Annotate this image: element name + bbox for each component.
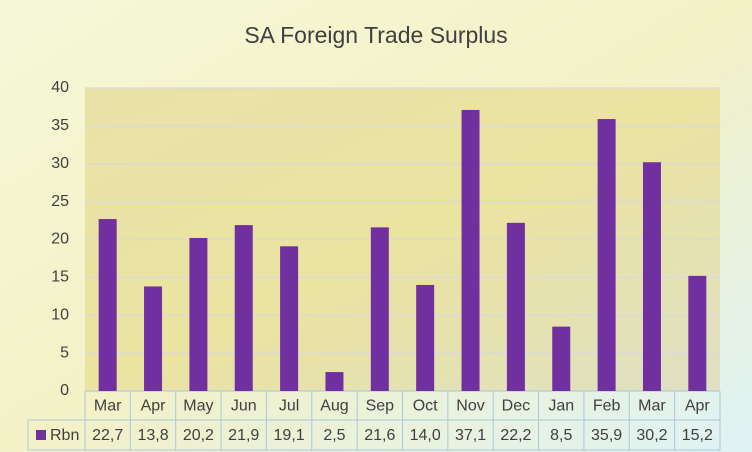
table-value: 2,5: [323, 427, 345, 444]
bar: [642, 162, 661, 391]
table-value: 21,9: [228, 427, 259, 444]
table-value: 19,1: [274, 427, 305, 444]
bar: [461, 109, 480, 391]
x-tick-label: Sep: [366, 398, 395, 415]
x-tick-label: Jan: [548, 398, 574, 415]
table-value: 35,9: [591, 427, 622, 444]
table-value: 20,2: [183, 427, 214, 444]
y-tick-label: 35: [51, 117, 69, 134]
y-tick-label: 20: [51, 231, 69, 248]
bar: [597, 119, 616, 392]
chart-title: SA Foreign Trade Surplus: [244, 22, 507, 48]
x-tick-label: Oct: [413, 398, 438, 415]
y-tick-label: 0: [60, 382, 69, 399]
legend-label: Rbn: [50, 427, 79, 444]
x-tick-label: Feb: [593, 398, 621, 415]
legend-swatch: [36, 430, 46, 440]
table-value: 22,7: [92, 427, 123, 444]
x-tick-label: Nov: [456, 398, 484, 415]
y-tick-label: 30: [51, 155, 69, 172]
x-tick-label: Jul: [279, 398, 299, 415]
bar: [416, 284, 435, 391]
table-value: 30,2: [636, 427, 667, 444]
y-tick-label: 15: [51, 269, 69, 286]
x-tick-label: Apr: [685, 398, 711, 415]
table-value: 22,2: [500, 427, 531, 444]
y-tick-label: 40: [51, 79, 69, 96]
bar: [688, 275, 707, 391]
bar: [506, 222, 525, 391]
bar: [370, 227, 389, 391]
table-value: 14,0: [410, 427, 441, 444]
bar: [280, 246, 299, 391]
table-value: 13,8: [137, 427, 168, 444]
table-value: 8,5: [550, 427, 572, 444]
bar: [144, 286, 163, 391]
x-tick-label: Jun: [231, 398, 257, 415]
x-tick-label: Dec: [502, 398, 530, 415]
table-value: 21,6: [364, 427, 395, 444]
bar: [234, 225, 253, 391]
bar: [552, 326, 571, 391]
y-tick-label: 10: [51, 306, 69, 323]
bar: [325, 372, 344, 391]
table-value: 15,2: [682, 427, 713, 444]
table-value: 37,1: [455, 427, 486, 444]
x-tick-label: Apr: [141, 398, 167, 415]
bar: [189, 237, 208, 391]
x-tick-label: Mar: [638, 398, 666, 415]
y-tick-label: 25: [51, 193, 69, 210]
x-tick-label: May: [183, 398, 213, 415]
y-tick-label: 5: [60, 344, 69, 361]
x-tick-label: Mar: [94, 398, 122, 415]
bar: [98, 219, 117, 391]
x-tick-label: Aug: [320, 398, 348, 415]
